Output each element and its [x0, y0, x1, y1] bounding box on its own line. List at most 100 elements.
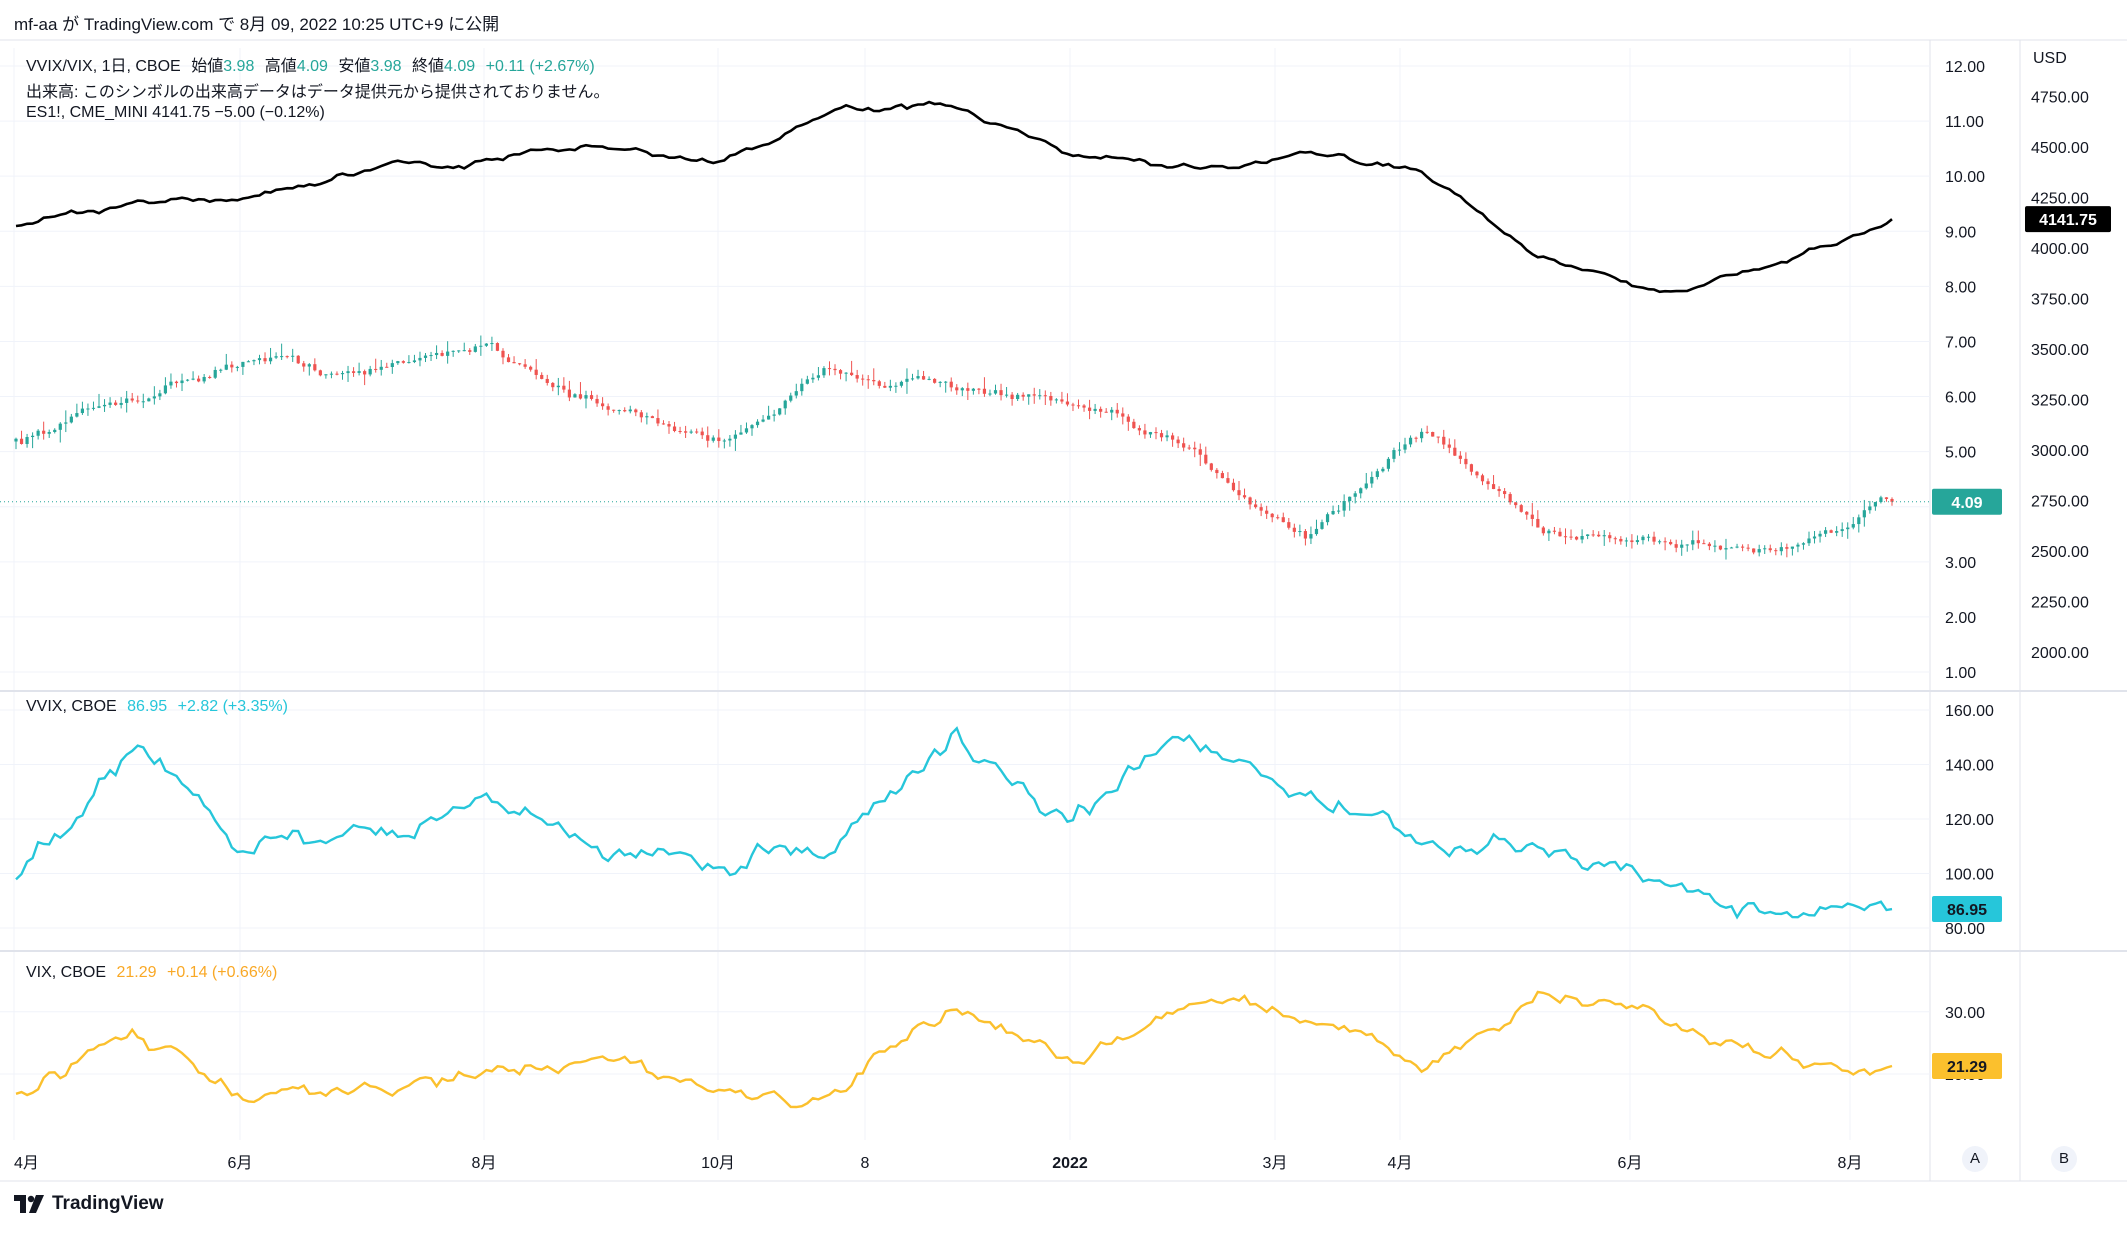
- candle-body: [1868, 506, 1872, 511]
- candle-body: [999, 390, 1003, 396]
- candle-body: [910, 378, 915, 380]
- candle-body: [589, 395, 594, 399]
- scale-a-button[interactable]: A: [1962, 1146, 1988, 1172]
- candle-body: [91, 407, 96, 409]
- candle-body: [778, 408, 782, 415]
- candle-body: [534, 369, 538, 375]
- candle-body: [761, 419, 765, 422]
- vvix-tick-label: 140.00: [1945, 758, 1994, 775]
- candle-body: [1198, 449, 1202, 455]
- vix-change: +0.14 (+0.66%): [166, 964, 278, 981]
- x-axis-label: 4月: [1388, 1155, 1413, 1172]
- candle-body: [302, 363, 306, 367]
- candle-body: [1857, 517, 1861, 525]
- candle-body: [1530, 514, 1534, 519]
- candle-body: [728, 438, 732, 441]
- candle-body: [1702, 543, 1706, 545]
- candle-body: [1763, 548, 1767, 550]
- candle-body: [1065, 401, 1070, 405]
- candle-body: [197, 378, 201, 382]
- candle-body: [1862, 510, 1866, 518]
- candle-body: [396, 361, 400, 364]
- candle-body: [119, 402, 123, 405]
- ratio-tick-label: 10.00: [1945, 169, 1985, 186]
- candle-body: [1790, 546, 1794, 549]
- candle-body: [401, 361, 405, 363]
- candle-body: [351, 371, 356, 373]
- candle-body: [374, 368, 378, 370]
- candle-body: [1691, 540, 1695, 545]
- candle-body: [296, 355, 300, 364]
- candle-body: [363, 371, 367, 375]
- candle-body: [916, 376, 920, 379]
- candle-body: [291, 355, 295, 357]
- candle-body: [838, 370, 843, 374]
- candle-body: [717, 437, 721, 442]
- candle-body: [318, 370, 322, 376]
- candle-body: [1165, 435, 1169, 438]
- candle-body: [462, 350, 466, 352]
- candle-body: [412, 360, 417, 363]
- candle-body: [47, 432, 51, 434]
- candle-body: [744, 428, 749, 433]
- candle-body: [1818, 533, 1822, 537]
- candle-body: [1497, 489, 1501, 492]
- candle-body: [1823, 530, 1828, 534]
- candle-body: [418, 357, 422, 361]
- candle-body: [1159, 433, 1164, 438]
- candle-body: [75, 413, 79, 417]
- candle-body: [1342, 501, 1346, 511]
- candle-body: [794, 391, 798, 396]
- candle-body: [1591, 534, 1595, 536]
- candle-body: [944, 381, 948, 383]
- candle-body: [1574, 536, 1579, 540]
- candle-body: [1132, 421, 1136, 429]
- candle-body: [517, 363, 522, 365]
- scale-b-button[interactable]: B: [2051, 1146, 2077, 1172]
- candle-body: [1226, 478, 1230, 483]
- candle-body: [556, 385, 560, 388]
- vvix-last-label-bg: [1932, 896, 2002, 923]
- candle-body: [1486, 481, 1490, 485]
- candle-body: [1115, 409, 1119, 414]
- candle-body: [1608, 535, 1612, 539]
- candle-body: [1652, 536, 1656, 542]
- ratio-last-label: 4.09: [1951, 495, 1982, 512]
- ratio-tick-label: 2.00: [1945, 610, 1976, 627]
- es-tick-label: 2750.00: [2031, 493, 2089, 510]
- candle-body: [1320, 522, 1324, 529]
- es-last-label: 4141.75: [2039, 212, 2097, 229]
- candle-body: [1663, 541, 1667, 543]
- candle-body: [523, 364, 527, 367]
- candle-body: [1176, 439, 1180, 444]
- candle-body: [1314, 528, 1319, 535]
- x-axis-label: 8月: [472, 1155, 497, 1172]
- candle-body: [64, 422, 68, 424]
- candle-body: [1890, 498, 1894, 502]
- vvix-legend: VVIX, CBOE 86.95 +2.82 (+3.35%): [26, 698, 294, 716]
- candle-body: [1364, 483, 1368, 489]
- candle-body: [230, 364, 234, 368]
- x-axis-label: 2022: [1052, 1155, 1088, 1172]
- candle-body: [1004, 394, 1009, 396]
- candle-body: [877, 381, 881, 386]
- low-label: 安値: [338, 58, 371, 75]
- candle-body: [42, 430, 46, 434]
- candle-body: [495, 343, 500, 351]
- open-value: 3.98: [223, 58, 255, 75]
- candle-body: [949, 381, 953, 388]
- candle-body: [1635, 540, 1640, 543]
- candle-body: [1242, 495, 1247, 498]
- candle-body: [551, 382, 555, 388]
- candle-body: [1624, 540, 1628, 542]
- candle-body: [1126, 416, 1130, 422]
- high-value: 4.09: [296, 58, 328, 75]
- ratio-tick-label: 5.00: [1945, 445, 1976, 462]
- candle-body: [434, 352, 439, 356]
- candle-body: [883, 385, 887, 388]
- main-change: +0.11 (+2.67%): [485, 58, 595, 75]
- es-tick-label: 2250.00: [2031, 594, 2089, 611]
- candle-body: [440, 352, 444, 356]
- close-label: 終値: [412, 58, 445, 75]
